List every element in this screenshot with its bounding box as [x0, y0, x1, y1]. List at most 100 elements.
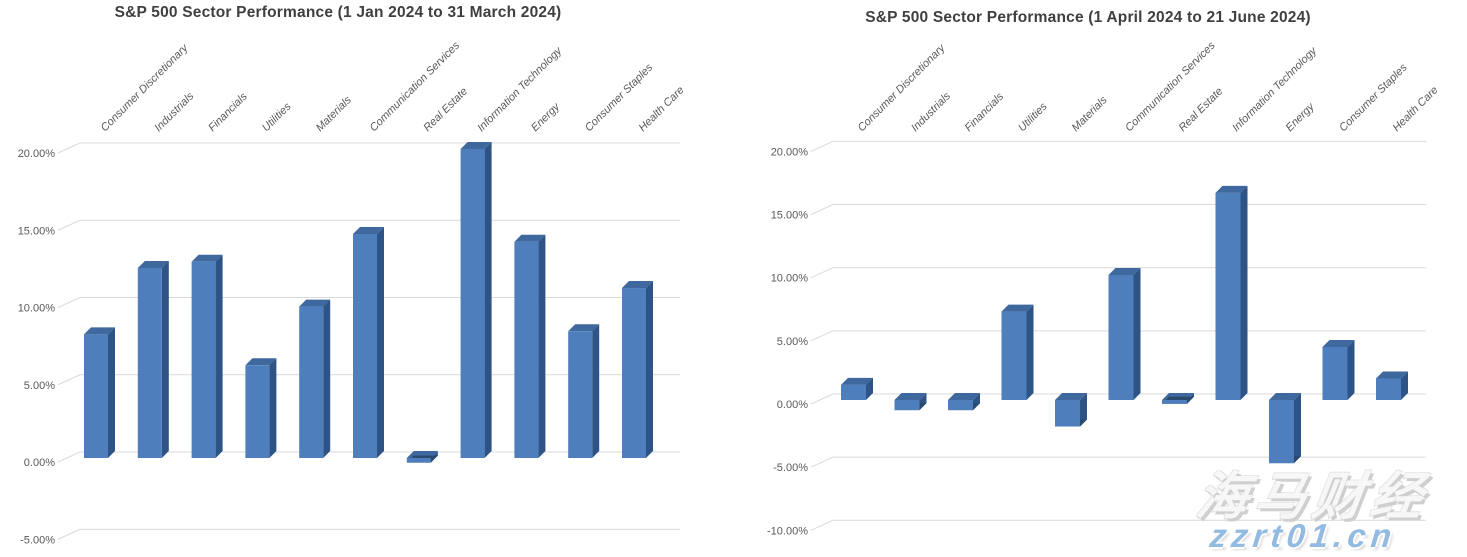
bar-top-face — [1215, 185, 1248, 193]
bar-front-face — [1322, 346, 1348, 400]
bar-top-face — [1108, 267, 1141, 275]
bar-front-face — [84, 334, 108, 458]
bar-front-face — [460, 149, 485, 458]
y-axis-tick-label: 0.00% — [777, 399, 808, 411]
gridline-20.00% — [57, 142, 680, 154]
category-label-utilities: Utilities — [260, 100, 294, 134]
bar-side-face — [1294, 393, 1301, 464]
category-label-utilities: Utilities — [1016, 100, 1050, 134]
gridline-20.00% — [810, 140, 1426, 152]
gridline--5.00% — [810, 456, 1426, 468]
left-chart-title: S&P 500 Sector Performance (1 Jan 2024 t… — [114, 4, 562, 21]
bar-front-face — [514, 241, 539, 458]
category-label-information-technology: Information Technology — [1230, 44, 1320, 134]
y-axis-tick-label: 20.00% — [771, 146, 809, 158]
category-label-materials: Materials — [314, 94, 354, 134]
bar-health-care — [622, 281, 653, 458]
bar-top-face — [948, 393, 980, 400]
bar-materials — [299, 299, 331, 458]
bar-front-face — [137, 267, 162, 458]
bar-side-face — [592, 324, 600, 458]
bar-front-face — [299, 306, 324, 458]
bar-consumer-staples — [568, 324, 600, 458]
bar-front-face — [1215, 192, 1241, 400]
bar-side-face — [377, 226, 384, 458]
bar-side-face — [1080, 393, 1087, 427]
bar-health-care — [1376, 371, 1408, 400]
bar-top-face — [1269, 393, 1301, 400]
bar-side-face — [269, 358, 277, 458]
category-label-communication-services: Communication Services — [368, 39, 463, 134]
category-label-health-care: Health Care — [637, 84, 687, 134]
bar-industrials — [137, 260, 169, 458]
bar-front-face — [1001, 311, 1027, 400]
y-axis-tick-label: 10.00% — [18, 303, 56, 315]
bar-energy — [1269, 393, 1301, 464]
bar-energy — [514, 234, 546, 458]
bar-consumer-discretionary — [841, 377, 873, 400]
bar-top-face — [353, 226, 384, 234]
bar-front-face — [245, 365, 270, 458]
bar-side-face — [108, 327, 115, 458]
watermark-domain-text: zzrt01.cn — [1208, 517, 1399, 554]
bar-communication-services — [1108, 267, 1141, 400]
bar-side-face — [1026, 304, 1034, 400]
category-label-real-estate: Real Estate — [421, 85, 470, 134]
bar-top-face — [1055, 393, 1087, 400]
bar-side-face — [646, 281, 653, 458]
bar-front-face — [406, 458, 431, 463]
gridline-15.00% — [810, 204, 1426, 216]
bar-top-face — [1001, 304, 1034, 312]
category-label-energy: Energy — [1284, 100, 1318, 134]
bar-top-face — [622, 281, 653, 289]
bar-top-face — [1322, 339, 1355, 347]
bar-industrials — [894, 393, 927, 411]
bar-side-face — [323, 299, 331, 458]
bar-real-estate — [1162, 393, 1194, 404]
category-label-information-technology: Information Technology — [475, 44, 565, 134]
bar-side-face — [484, 142, 492, 458]
bar-front-face — [191, 261, 216, 458]
bar-consumer-staples — [1322, 339, 1355, 400]
category-label-health-care: Health Care — [1391, 84, 1441, 134]
bar-front-face — [1376, 378, 1401, 400]
bar-utilities — [1001, 304, 1034, 400]
y-axis-tick-label: -5.00% — [20, 534, 55, 546]
bar-front-face — [568, 331, 593, 458]
bar-front-face — [1162, 400, 1187, 404]
y-axis-tick-label: -5.00% — [773, 462, 808, 474]
bar-utilities — [245, 358, 277, 458]
category-label-financials: Financials — [206, 90, 250, 134]
category-label-materials: Materials — [1070, 94, 1110, 134]
bar-side-face — [161, 260, 169, 458]
bar-front-face — [1108, 274, 1134, 400]
bar-side-face — [1401, 371, 1408, 400]
gridline--5.00% — [57, 528, 680, 540]
y-axis-tick-label: 10.00% — [771, 273, 809, 285]
category-label-industrials: Industrials — [152, 90, 196, 134]
bar-front-face — [948, 400, 973, 411]
bar-top-face — [568, 324, 600, 332]
bar-front-face — [1055, 400, 1080, 427]
bar-information-technology — [1215, 185, 1248, 400]
bar-side-face — [1240, 185, 1248, 400]
bar-consumer-discretionary — [84, 327, 115, 458]
bar-financials — [948, 393, 980, 411]
category-label-communication-services: Communication Services — [1123, 39, 1218, 134]
bar-real-estate — [406, 451, 438, 463]
bar-financials — [191, 254, 223, 458]
category-label-financials: Financials — [963, 90, 1007, 134]
bar-side-face — [1133, 267, 1141, 400]
y-axis-tick-label: 20.00% — [18, 148, 56, 160]
chart-q1-plot: 20.00% 15.00% 10.00% 5.00% 0.00% -5.00% Consum… — [18, 39, 687, 546]
bar-side-face — [215, 254, 223, 458]
bar-top-face — [299, 299, 331, 307]
y-axis-tick-label: -10.00% — [767, 525, 808, 537]
bar-top-face — [460, 142, 492, 149]
bar-front-face — [894, 400, 920, 411]
category-label-energy: Energy — [529, 100, 563, 134]
bar-top-face — [84, 327, 115, 335]
bar-front-face — [622, 288, 646, 458]
